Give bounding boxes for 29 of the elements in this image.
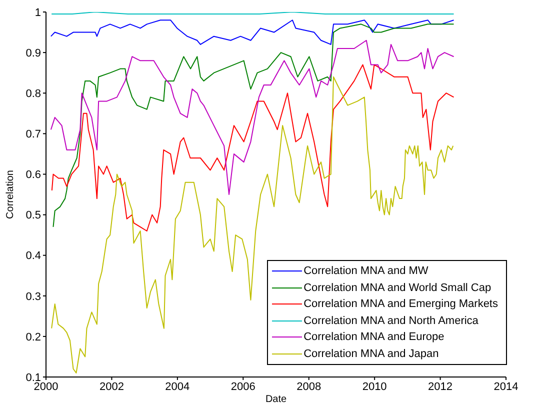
x-tick-label: 2004: [165, 380, 190, 393]
y-tick-label: 0.6: [26, 169, 41, 182]
y-tick-label: 0.4: [26, 250, 41, 262]
legend-label: Correlation MNA and MW: [304, 265, 428, 278]
y-tick-label: 0.5: [26, 210, 41, 222]
x-tick-label: 2006: [230, 380, 256, 393]
legend-label: Correlation MNA and North America: [304, 314, 478, 327]
y-tick-label: 0.9: [26, 47, 41, 60]
legend-label: Correlation MNA and World Small Cap: [304, 282, 492, 294]
legend-label: Correlation MNA and Europe: [304, 331, 444, 344]
x-tick-label: 2012: [428, 380, 453, 393]
line-series: [50, 20, 454, 45]
x-tick-label: 2000: [34, 380, 58, 393]
line-series: [51, 64, 454, 232]
x-tick-label: 2002: [99, 380, 124, 393]
y-tick-label: 0.3: [26, 290, 41, 303]
y-tick-label: 0.7: [26, 128, 41, 141]
y-axis-title: Correlation: [4, 170, 16, 219]
x-tick-label: 2010: [362, 380, 387, 393]
x-tick-label: 2008: [296, 380, 322, 393]
y-tick-label: 0.8: [26, 88, 41, 100]
line-series: [50, 40, 454, 195]
legend-label: Correlation MNA and Japan: [304, 348, 439, 360]
legend-label: Correlation MNA and Emerging Markets: [304, 298, 498, 310]
line-series: [52, 24, 454, 228]
x-tick-label: 2014: [494, 380, 518, 393]
x-axis-title: Date: [265, 394, 287, 405]
y-tick-label: 0.2: [26, 331, 41, 344]
y-tick-label: 1: [34, 6, 41, 19]
